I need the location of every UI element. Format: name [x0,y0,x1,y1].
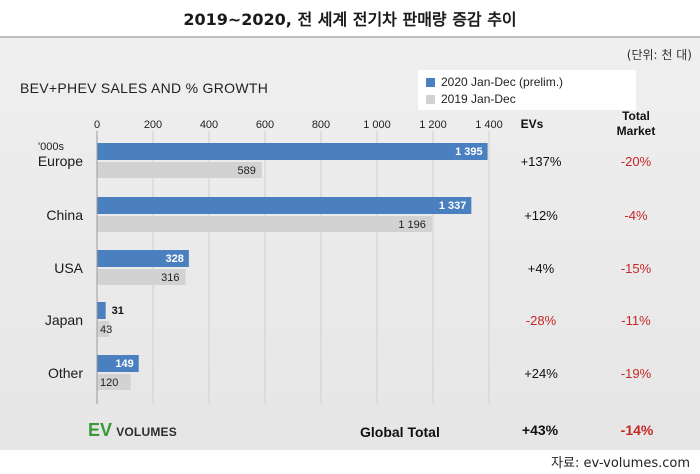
x-tick-label: 400 [200,119,218,131]
x-tick-label: 1 000 [363,119,391,131]
bar-label-2019: 120 [100,377,118,389]
market-growth-value: -11% [621,313,651,328]
bar-2019 [97,269,186,285]
category-label: Japan [45,312,83,328]
evs-growth-value: +24% [524,366,558,381]
evs-growth-value: +12% [524,208,558,223]
x-tick-label: 600 [256,119,274,131]
x-tick-label: 1 400 [475,119,503,131]
global-total-market: -14% [620,422,654,438]
legend-swatch-2019 [426,94,435,104]
legend-swatch-2020 [426,77,435,87]
x-tick-label: 200 [144,119,162,131]
logo-ev-text: EV [88,420,113,440]
bar-label-2020: 31 [112,305,124,317]
legend-item-2019: 2019 Jan-Dec [426,92,516,106]
chart-title: BEV+PHEV SALES AND % GROWTH [20,80,269,96]
evs-column-header: EVs [521,117,544,131]
bar-2020 [97,302,106,319]
chart-legend: 2020 Jan-Dec (prelim.) 2019 Jan-Dec [418,70,636,110]
category-label: Europe [38,153,83,169]
x-tick-label: 1 200 [419,119,447,131]
x-tick-label: 800 [312,119,330,131]
evs-growth-value: -28% [526,313,557,328]
bar-label-2020: 328 [165,253,183,265]
market-growth-value: -4% [624,208,648,223]
bar-label-2019: 589 [238,165,256,177]
unit-note: (단위: 천 대) [626,48,692,62]
bar-2019 [97,216,432,232]
global-total-label: Global Total [360,424,440,440]
source-note: 자료: ev-volumes.com [551,456,690,471]
bar-2020 [97,355,139,372]
legend-label-2019: 2019 Jan-Dec [441,92,516,106]
market-growth-value: -15% [621,261,652,276]
evs-growth-value: +4% [528,261,555,276]
logo-volumes-text: VOLUMES [116,425,177,439]
evs-growth-value: +137% [521,154,562,169]
bar-label-2020: 149 [115,358,133,370]
category-label: Other [48,365,83,381]
unit-label: '000s [38,141,64,153]
market-growth-value: -19% [621,366,652,381]
market-column-header: Market [617,124,656,138]
bar-2019 [97,162,262,178]
bar-2019 [97,321,110,337]
title-divider [0,36,700,38]
global-total-evs: +43% [521,422,559,438]
ev-volumes-logo: EV VOLUMES [88,420,177,441]
category-label: China [46,207,83,223]
figure-title: 2019~2020, 전 세계 전기차 판매량 증감 추이 [183,10,517,29]
bar-label-2019: 316 [161,272,179,284]
bar-2019 [97,374,131,390]
x-tick-label: 0 [94,119,100,131]
legend-label-2020: 2020 Jan-Dec (prelim.) [441,75,564,89]
bar-2020 [97,197,472,214]
bar-label-2020: 1 337 [439,200,467,212]
market-column-header: Total [622,109,650,123]
legend-item-2020: 2020 Jan-Dec (prelim.) [426,75,563,89]
category-label: USA [54,260,83,276]
bar-label-2020: 1 395 [455,146,483,158]
bar-label-2019: 1 196 [398,219,426,231]
bar-2020 [97,250,189,267]
bar-label-2019: 43 [100,324,112,336]
market-growth-value: -20% [621,154,652,169]
bar-2020 [97,143,488,160]
